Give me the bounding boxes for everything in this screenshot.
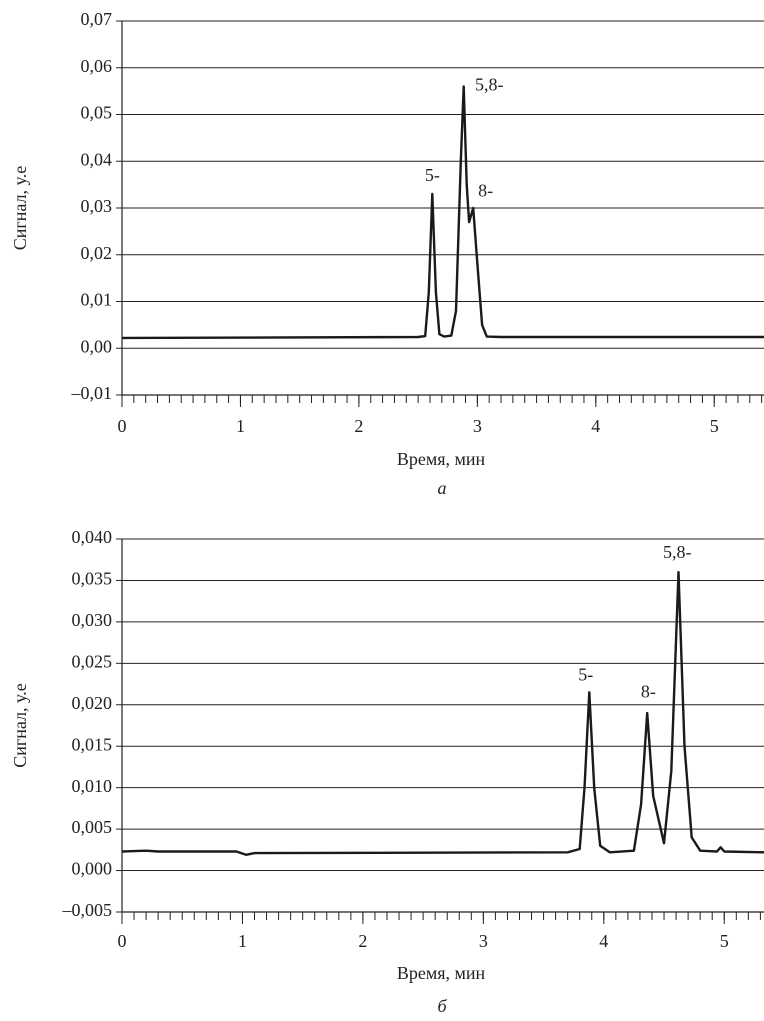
peak-label: 5- [425,165,440,185]
peak-label: 5- [578,665,593,685]
peak-label: 8- [641,681,656,701]
x-tick-label: 3 [479,931,488,951]
x-tick-label: 4 [591,416,600,436]
y-tick-label: 0,040 [72,527,113,547]
peak-label: 5,8- [663,542,692,562]
y-tick-label: –0,005 [62,900,113,920]
signal-line [121,571,764,856]
peak-label: 8- [478,181,493,201]
y-tick-label: 0,05 [81,103,113,123]
y-axis-label: Сигнал, у.е [10,683,30,767]
x-axis-label: Время, мин [397,449,486,469]
y-tick-label: 0,015 [72,734,113,754]
y-tick-label: 0,03 [81,196,113,216]
x-tick-label: 3 [473,416,482,436]
y-tick-label: 0,06 [81,56,113,76]
peak-label: 5,8- [475,75,504,95]
caption: б [437,996,447,1016]
panel: –0,005 0,000 0,005 0,010 0,015 0,020 0,025 0,03… [10,527,764,1016]
y-tick-label: 0,025 [72,651,113,671]
panel: –0,01 0,00 0,01 0,02 0,03 0,04 0,05 0,06 0,07 0 1 2… [10,9,764,498]
y-tick-label: 0,035 [72,569,113,589]
y-tick-label: 0,01 [81,290,113,310]
y-tick-label: 0,030 [72,610,113,630]
x-tick-label: 0 [118,416,127,436]
signal-line [121,85,764,340]
x-axis-label: Время, мин [397,963,486,983]
y-tick-label: 0,07 [81,9,113,29]
y-tick-label: 0,005 [72,817,113,837]
x-tick-label: 1 [236,416,245,436]
y-tick-label: 0,000 [72,859,113,879]
y-tick-label: 0,020 [72,693,113,713]
x-tick-label: 4 [599,931,608,951]
y-tick-label: 0,00 [81,336,113,356]
caption: а [438,478,447,498]
y-tick-label: 0,02 [81,243,113,263]
x-tick-label: 2 [354,416,363,436]
x-tick-label: 5 [720,931,729,951]
x-tick-label: 0 [118,931,127,951]
x-tick-label: 2 [358,931,367,951]
x-tick-label: 1 [238,931,247,951]
y-tick-label: 0,04 [81,149,113,169]
x-tick-label: 5 [710,416,719,436]
y-axis-label: Сигнал, у.е [10,166,30,250]
y-tick-label: 0,010 [72,776,113,796]
y-tick-label: –0,01 [71,383,113,403]
